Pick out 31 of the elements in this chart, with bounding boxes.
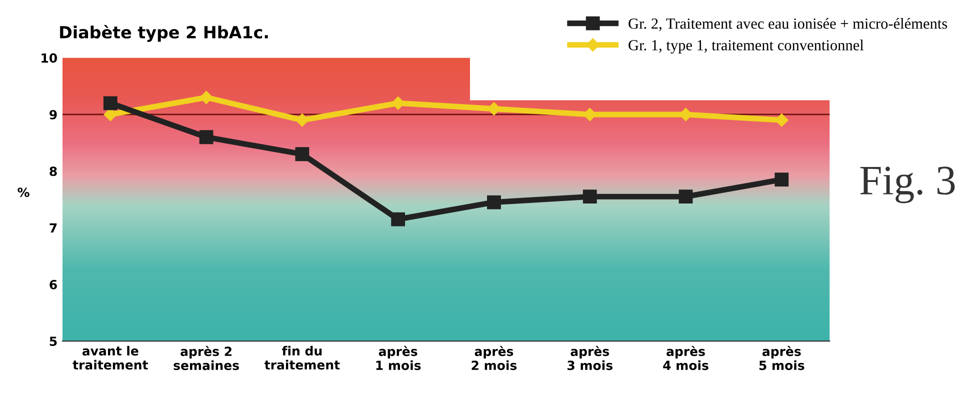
y-tick-label: 7 (50, 223, 57, 233)
point (103, 96, 118, 110)
x-tick-label: après 3 mois (568, 346, 612, 370)
chart-title: Diabète type 2 HbA1c. (60, 24, 268, 42)
x-tick-label: après 4 mois (663, 346, 708, 370)
y-tick-label: 10 (42, 53, 58, 63)
caption: Fig. 3 (860, 166, 955, 204)
point (582, 190, 597, 204)
point (200, 90, 213, 104)
point (775, 114, 788, 127)
point (392, 96, 405, 110)
x-tick-label: après 2 semaines (174, 346, 239, 370)
y-tick-label: 6 (50, 280, 57, 290)
point (199, 130, 214, 144)
y-tick-label: 8 (50, 166, 57, 176)
y-tick-label: 9 (50, 110, 57, 120)
x-tick-label: après 5 mois (759, 346, 804, 370)
legend-label: Gr. 1, type 1, traitement conventionnel (628, 40, 864, 54)
point (391, 212, 406, 226)
x-tick-label: fin du traitement (264, 346, 340, 370)
point (296, 114, 309, 127)
point (774, 172, 789, 187)
point (295, 147, 310, 162)
y-axis-title: % (18, 188, 30, 198)
x-tick-label: après 2 mois (472, 346, 517, 370)
point (678, 190, 693, 204)
x-tick-label: après 1 mois (376, 346, 421, 370)
point (487, 195, 501, 210)
y-tick-label: 5 (50, 336, 57, 346)
x-tick-label: avant le traitement (72, 346, 148, 370)
legend-label: Gr. 2, Traitement avec eau ionisée + micro-éléments (628, 18, 948, 31)
